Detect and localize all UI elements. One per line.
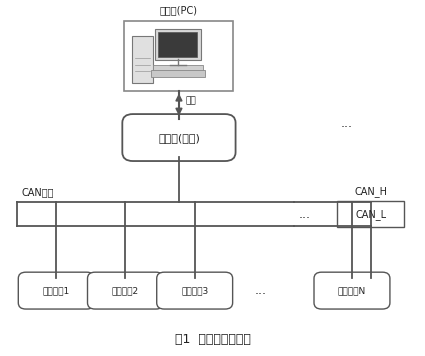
Text: 刷卡节点N: 刷卡节点N [338, 286, 366, 295]
Text: 主控机(PC): 主控机(PC) [160, 5, 198, 15]
FancyBboxPatch shape [155, 29, 201, 60]
Text: 图1  系统整体结构图: 图1 系统整体结构图 [175, 333, 250, 346]
FancyBboxPatch shape [122, 114, 235, 161]
FancyBboxPatch shape [132, 36, 153, 83]
FancyBboxPatch shape [125, 21, 233, 90]
FancyBboxPatch shape [151, 70, 205, 77]
FancyBboxPatch shape [153, 64, 203, 72]
Text: 串口: 串口 [185, 96, 196, 106]
Text: 刷卡节点1: 刷卡节点1 [42, 286, 70, 295]
FancyBboxPatch shape [18, 272, 94, 309]
FancyBboxPatch shape [159, 32, 197, 57]
FancyBboxPatch shape [337, 201, 404, 227]
FancyBboxPatch shape [88, 272, 164, 309]
Text: ...: ... [298, 208, 311, 221]
FancyBboxPatch shape [314, 272, 390, 309]
Text: 主节点(发卡): 主节点(发卡) [158, 132, 200, 142]
Text: ...: ... [341, 117, 353, 130]
Text: 刷卡节点2: 刷卡节点2 [112, 286, 139, 295]
Text: CAN总线: CAN总线 [22, 187, 54, 197]
Text: CAN_H: CAN_H [354, 186, 387, 197]
Text: 刷卡节点3: 刷卡节点3 [181, 286, 208, 295]
Text: CAN_L: CAN_L [355, 209, 386, 220]
Text: ...: ... [255, 284, 267, 297]
FancyBboxPatch shape [157, 272, 232, 309]
